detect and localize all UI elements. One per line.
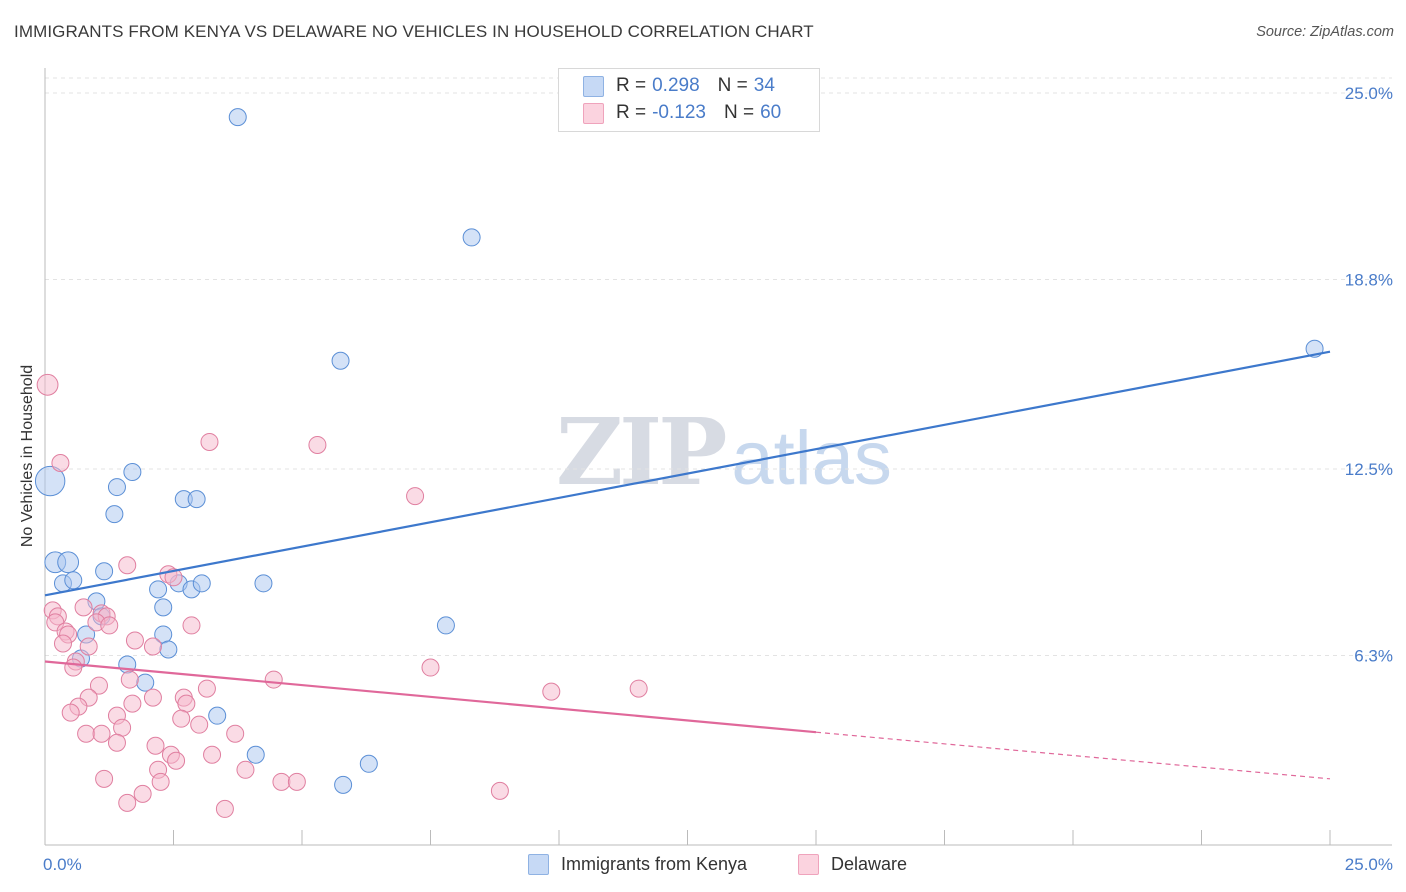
kenya-point (334, 775, 353, 794)
kenya-point (34, 465, 66, 497)
delaware-point (133, 784, 152, 803)
delaware-point (182, 616, 201, 635)
delaware-point (236, 760, 255, 779)
delaware-point (118, 793, 137, 812)
delaware-point (542, 682, 561, 701)
delaware-point (53, 634, 72, 653)
kenya-trendline (44, 350, 1331, 597)
delaware-point (118, 556, 137, 575)
delaware-point (308, 435, 327, 454)
legend-r-value: 0.298 (652, 75, 700, 96)
legend-row-kenya: R = 0.298 N = 34 (583, 73, 775, 99)
delaware-point (226, 724, 245, 743)
delaware-point (151, 772, 170, 791)
legend-n-label: N = (717, 75, 748, 96)
delaware-point (146, 736, 165, 755)
source-label: Source: ZipAtlas.com (1256, 24, 1394, 40)
delaware-point (92, 724, 111, 743)
delaware-point (629, 679, 648, 698)
kenya-point (107, 478, 126, 497)
delaware-trendline (44, 660, 817, 734)
kenya-point (208, 706, 227, 725)
delaware-point (164, 568, 183, 587)
delaware-point (190, 715, 209, 734)
y-tick-label: 25.0% (1345, 84, 1393, 103)
kenya-point (331, 351, 350, 370)
delaware-point (406, 487, 425, 506)
kenya-point (123, 463, 142, 482)
bottom-legend-kenya[interactable]: Immigrants from Kenya (528, 851, 747, 877)
kenya-point (64, 571, 83, 590)
kenya-point (136, 673, 155, 692)
legend-swatch-delaware (583, 102, 604, 124)
bottom-legend-swatch-kenya (528, 853, 549, 875)
kenya-point (192, 574, 211, 593)
delaware-point (421, 658, 440, 677)
delaware-point (287, 772, 306, 791)
delaware-point (177, 694, 196, 713)
delaware-point (113, 718, 132, 737)
legend-row-delaware: R = -0.123 N = 60 (583, 100, 781, 126)
delaware-point (79, 637, 98, 656)
delaware-point (197, 679, 216, 698)
delaware-point (77, 724, 96, 743)
y-axis-label: No Vehicles in Household (19, 364, 36, 548)
legend-r-value: -0.123 (652, 102, 706, 123)
delaware-point (125, 631, 144, 650)
kenya-point (105, 505, 124, 524)
delaware-point (272, 772, 291, 791)
legend-n-value: 34 (753, 75, 775, 96)
x-tick-label: 0.0% (43, 855, 82, 874)
kenya-point (154, 598, 173, 617)
kenya-point (359, 754, 378, 773)
kenya-point (57, 551, 80, 574)
y-tick-label: 18.8% (1345, 271, 1393, 290)
delaware-point (61, 703, 80, 722)
legend-n-label: N = (723, 102, 755, 123)
kenya-point (228, 108, 247, 127)
legend-swatch-kenya (583, 75, 604, 97)
delaware-point (490, 781, 509, 800)
kenya-point (462, 228, 481, 247)
delaware-point (264, 670, 283, 689)
bottom-legend-delaware[interactable]: Delaware (798, 851, 907, 877)
bottom-legend-label-delaware: Delaware (831, 853, 908, 874)
delaware-point (100, 616, 119, 635)
delaware-point (64, 658, 83, 677)
legend-r-label: R = (616, 102, 647, 123)
delaware-point (107, 733, 126, 752)
stats-legend: R = 0.298 N = 34 R = -0.123 N = 60 (558, 68, 820, 132)
kenya-point (95, 562, 114, 581)
delaware-point (74, 598, 93, 617)
legend-r-label: R = (616, 75, 647, 96)
y-tick-label: 12.5% (1345, 460, 1393, 479)
delaware-point (203, 745, 222, 764)
delaware-point (143, 637, 162, 656)
delaware-point (172, 709, 191, 728)
chart-title: IMMIGRANTS FROM KENYA VS DELAWARE NO VEH… (14, 22, 814, 41)
delaware-point (123, 694, 142, 713)
kenya-point (246, 745, 265, 764)
kenya-point (436, 616, 455, 635)
kenya-point (149, 580, 168, 599)
delaware-point (89, 676, 108, 695)
kenya-point (159, 640, 178, 659)
delaware-point (215, 799, 234, 818)
kenya-point (254, 574, 273, 593)
legend-n-value: 60 (760, 102, 782, 123)
bottom-legend-swatch-delaware (798, 853, 819, 875)
delaware-point (120, 670, 139, 689)
kenya-point (187, 490, 206, 509)
delaware-point (167, 751, 186, 770)
delaware-trendline-extension (815, 731, 1331, 780)
bottom-legend-label-kenya: Immigrants from Kenya (561, 853, 748, 874)
x-tick-label: 25.0% (1345, 855, 1393, 874)
delaware-point (51, 454, 70, 473)
delaware-point (36, 373, 59, 396)
delaware-point (143, 688, 162, 707)
delaware-point (95, 769, 114, 788)
delaware-point (200, 432, 219, 451)
y-tick-label: 6.3% (1354, 647, 1393, 666)
